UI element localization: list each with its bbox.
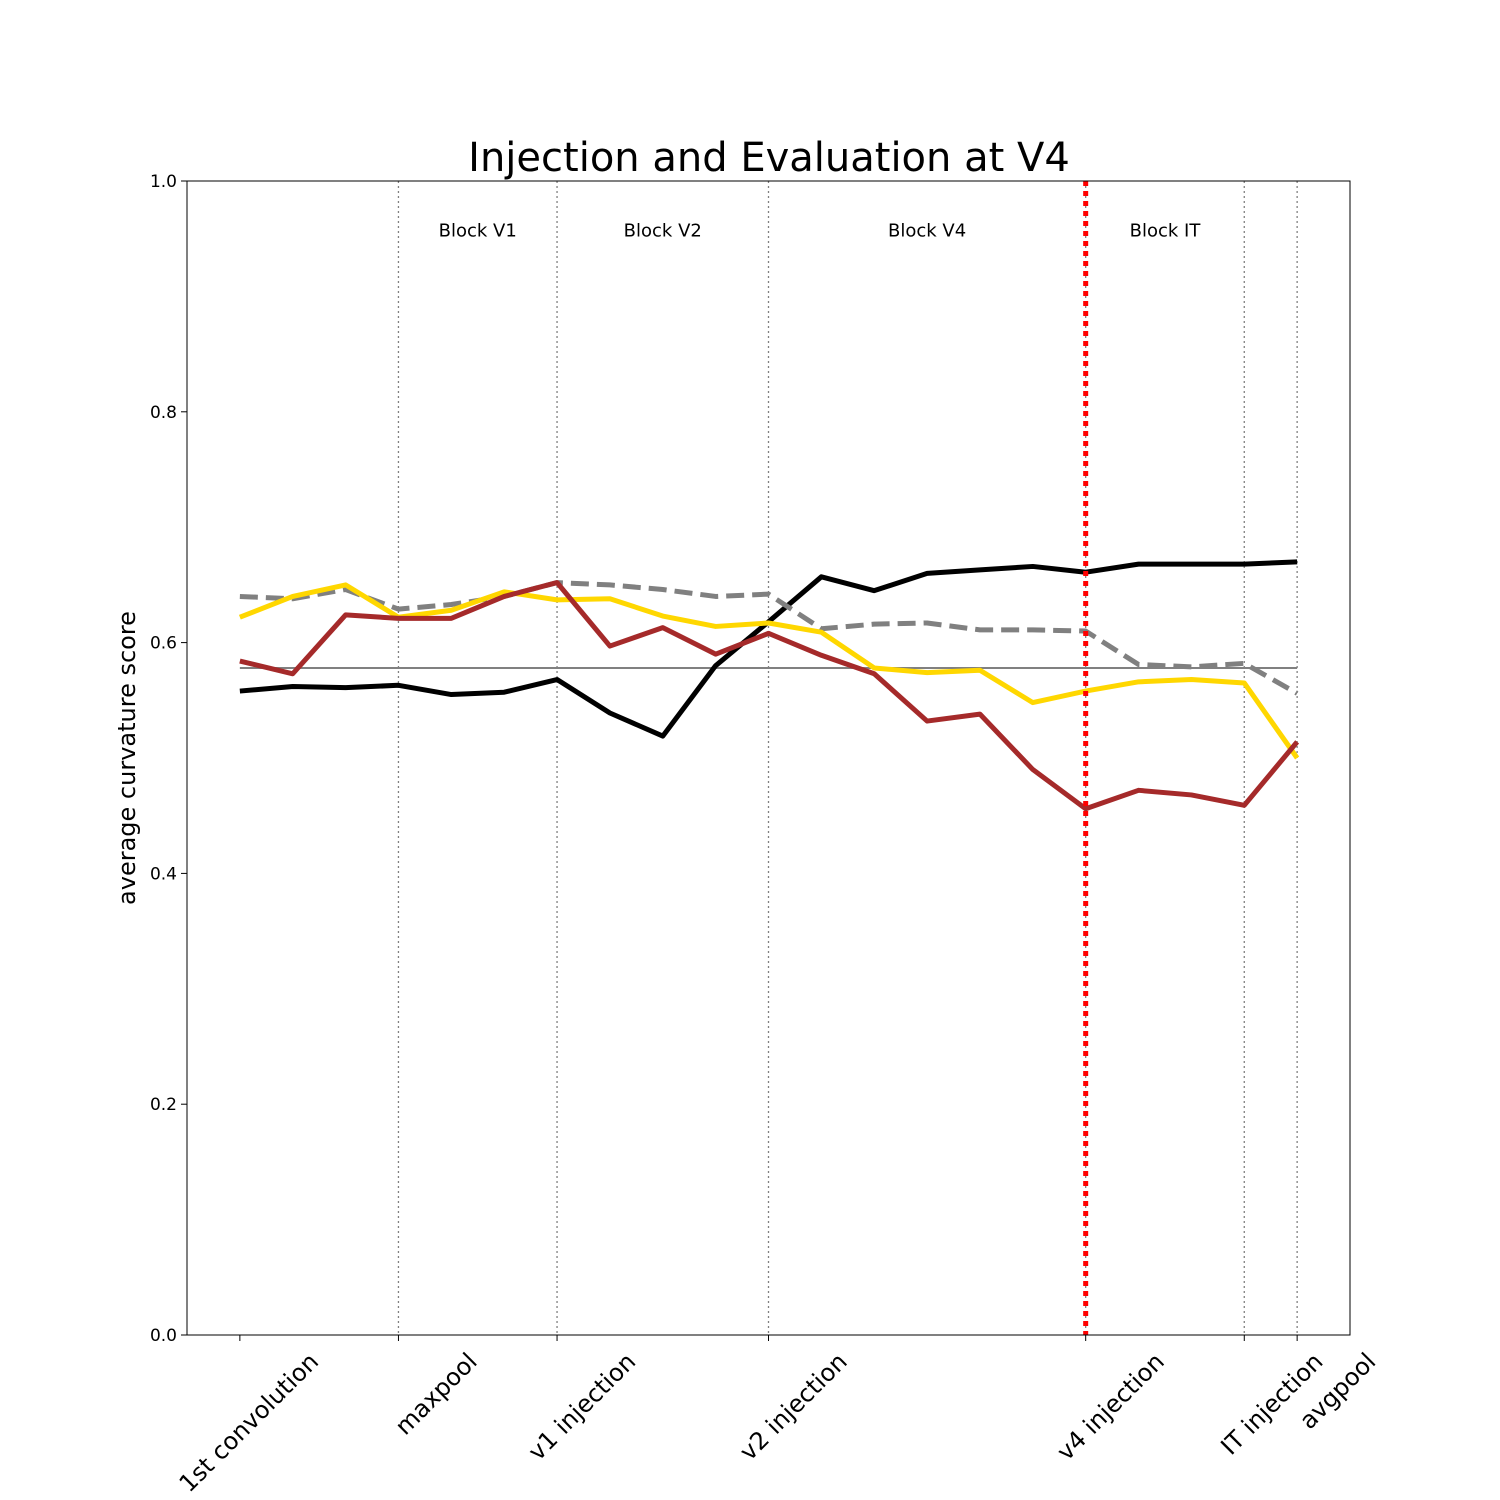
series-line-1	[239, 580, 1299, 696]
y-tick-label-0: 0.0	[150, 1326, 177, 1346]
block-label-0: Block V1	[439, 220, 517, 241]
x-tick-label-3: v2 injection	[734, 1347, 853, 1466]
chart-title: Injection and Evaluation at V4	[468, 135, 1070, 181]
y-tick-label-5: 1.0	[150, 172, 177, 192]
block-label-2: Block V4	[888, 220, 966, 241]
series-lines	[238, 559, 1300, 812]
x-tick-label-2: v1 injection	[523, 1347, 642, 1466]
block-label-1: Block V2	[624, 220, 702, 241]
series-line-2	[238, 582, 1300, 760]
series-line-3	[239, 580, 1300, 812]
y-tick-label-1: 0.2	[150, 1095, 177, 1115]
block-labels: Block V1 Block V2 Block V4 Block IT	[439, 220, 1202, 241]
y-axis-label: average curvature score	[113, 611, 141, 905]
block-label-3: Block IT	[1130, 220, 1202, 241]
x-tick-label-4: v4 injection	[1051, 1347, 1170, 1466]
block-dividers	[397, 181, 1298, 1335]
y-tick-label-3: 0.6	[150, 634, 177, 654]
x-tick-label-0: 1st convolution	[174, 1347, 324, 1497]
y-tick-label-4: 0.8	[150, 403, 177, 423]
x-axis: 1st convolution maxpool v1 injection v2 inj…	[174, 1335, 1381, 1498]
x-tick-label-1: maxpool	[390, 1347, 483, 1440]
y-tick-label-2: 0.4	[150, 864, 177, 884]
y-axis: 0.0 0.2 0.4 0.6 0.8 1.0	[150, 172, 187, 1346]
